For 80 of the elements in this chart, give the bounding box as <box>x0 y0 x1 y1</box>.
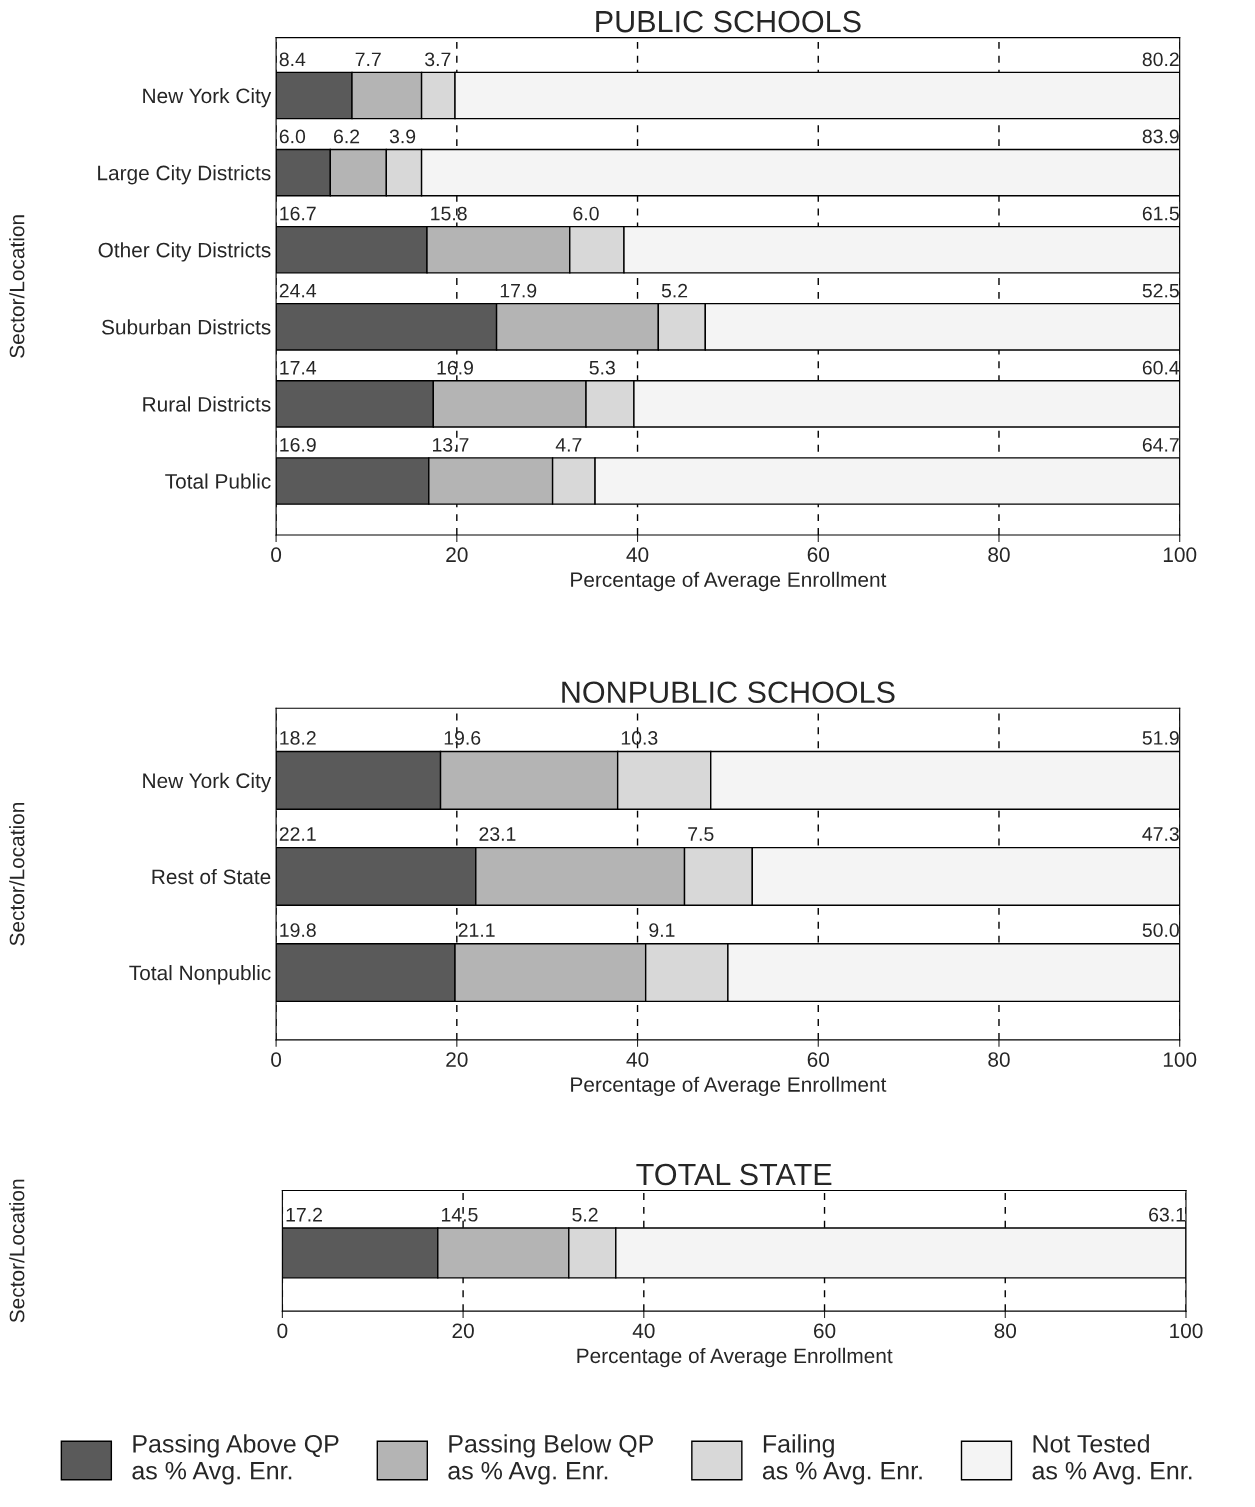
data-label: 17.9 <box>500 283 537 298</box>
x-axis-title: Percentage of Average Enrollment <box>571 1076 887 1097</box>
x-tick-label: 60 <box>814 1323 836 1339</box>
data-label: 63.1 <box>1149 1207 1186 1222</box>
chart-title: TOTAL STATE <box>636 1163 832 1186</box>
y-tick-label: Total Public <box>165 473 271 489</box>
data-label: 5.2 <box>661 283 688 298</box>
y-axis-title: Sector/Location <box>9 803 25 946</box>
data-label: 7.5 <box>688 827 714 841</box>
data-label: 15.8 <box>431 206 467 221</box>
x-tick-label: 0 <box>271 1052 282 1067</box>
x-tick-label: 20 <box>446 547 468 563</box>
x-tick-label: 100 <box>1163 1052 1197 1067</box>
x-tick-label: 100 <box>1170 1323 1203 1339</box>
data-label: 23.1 <box>479 827 516 841</box>
chart-title: PUBLIC SCHOOLS <box>596 10 861 33</box>
data-label: 5.2 <box>572 1207 598 1222</box>
data-label: 3.7 <box>425 52 451 67</box>
x-tick-label: 0 <box>271 547 282 563</box>
data-label: 16.9 <box>280 437 316 452</box>
y-tick-label: Large City Districts <box>98 165 271 185</box>
legend-label: Not Tested as % Avg. Enr. <box>1032 1434 1192 1485</box>
data-label: 6.0 <box>573 206 599 221</box>
y-tick-label: Rest of State <box>152 868 271 885</box>
y-tick-label: Suburban Districts <box>101 319 271 335</box>
data-label: 22.1 <box>279 827 316 841</box>
y-axis-title: Sector/Location <box>9 215 25 358</box>
y-tick-label: Other City Districts <box>98 242 271 262</box>
x-tick-label: 20 <box>452 1323 474 1339</box>
y-tick-label: New York City <box>143 772 272 793</box>
data-label: 16.9 <box>437 360 473 375</box>
x-axis-title: Percentage of Average Enrollment <box>571 571 887 592</box>
data-label: 8.4 <box>279 52 306 67</box>
y-tick-label: Total Nonpublic <box>129 965 271 985</box>
data-label: 47.3 <box>1142 827 1179 841</box>
data-label: 6.2 <box>334 129 360 144</box>
chart-title: NONPUBLIC SCHOOLS <box>562 681 895 704</box>
x-tick-label: 20 <box>446 1052 468 1067</box>
x-tick-label: 80 <box>988 1052 1010 1067</box>
x-tick-label: 100 <box>1163 547 1197 563</box>
data-label: 3.9 <box>389 129 416 144</box>
x-tick-label: 60 <box>807 1052 830 1067</box>
x-tick-label: 80 <box>988 547 1010 563</box>
data-label: 13.7 <box>433 437 469 452</box>
data-label: 9.1 <box>649 923 675 938</box>
x-tick-label: 40 <box>626 1052 649 1067</box>
data-label: 80.2 <box>1142 52 1179 67</box>
data-label: 6.0 <box>279 129 306 144</box>
data-label: 21.1 <box>458 923 495 937</box>
data-label: 19.8 <box>280 923 316 938</box>
data-label: 7.7 <box>355 52 381 67</box>
data-label: 24.4 <box>279 283 317 298</box>
legend-label: Passing Below QP as % Avg. Enr. <box>448 1434 654 1485</box>
data-label: 5.3 <box>589 360 615 375</box>
data-label: 17.4 <box>280 361 317 375</box>
data-label: 61.5 <box>1142 206 1179 221</box>
data-label: 10.3 <box>621 731 658 745</box>
data-label: 16.7 <box>280 206 316 221</box>
data-label: 19.6 <box>444 731 481 745</box>
data-label: 50.0 <box>1142 923 1179 938</box>
data-label: 51.9 <box>1142 731 1179 745</box>
data-label: 83.9 <box>1142 129 1179 144</box>
data-label: 60.4 <box>1142 360 1180 375</box>
data-label: 64.7 <box>1142 437 1179 452</box>
data-label: 18.2 <box>280 731 316 745</box>
x-tick-label: 40 <box>632 1323 655 1339</box>
data-label: 4.7 <box>555 438 582 452</box>
y-axis-title: Sector/Location <box>9 1179 25 1323</box>
data-label: 17.2 <box>286 1207 322 1222</box>
y-tick-label: Rural Districts <box>143 396 271 412</box>
legend-label: Passing Above QP as % Avg. Enr. <box>132 1434 339 1485</box>
data-label: 52.5 <box>1142 283 1179 298</box>
y-tick-label: New York City <box>143 87 272 108</box>
x-tick-label: 40 <box>626 547 649 563</box>
legend-label: Failing as % Avg. Enr. <box>762 1434 922 1485</box>
x-tick-label: 0 <box>277 1323 288 1339</box>
x-tick-label: 80 <box>994 1323 1017 1339</box>
x-axis-title: Percentage of Average Enrollment <box>577 1347 893 1368</box>
x-tick-label: 60 <box>807 547 830 563</box>
data-label: 14.5 <box>441 1208 478 1222</box>
